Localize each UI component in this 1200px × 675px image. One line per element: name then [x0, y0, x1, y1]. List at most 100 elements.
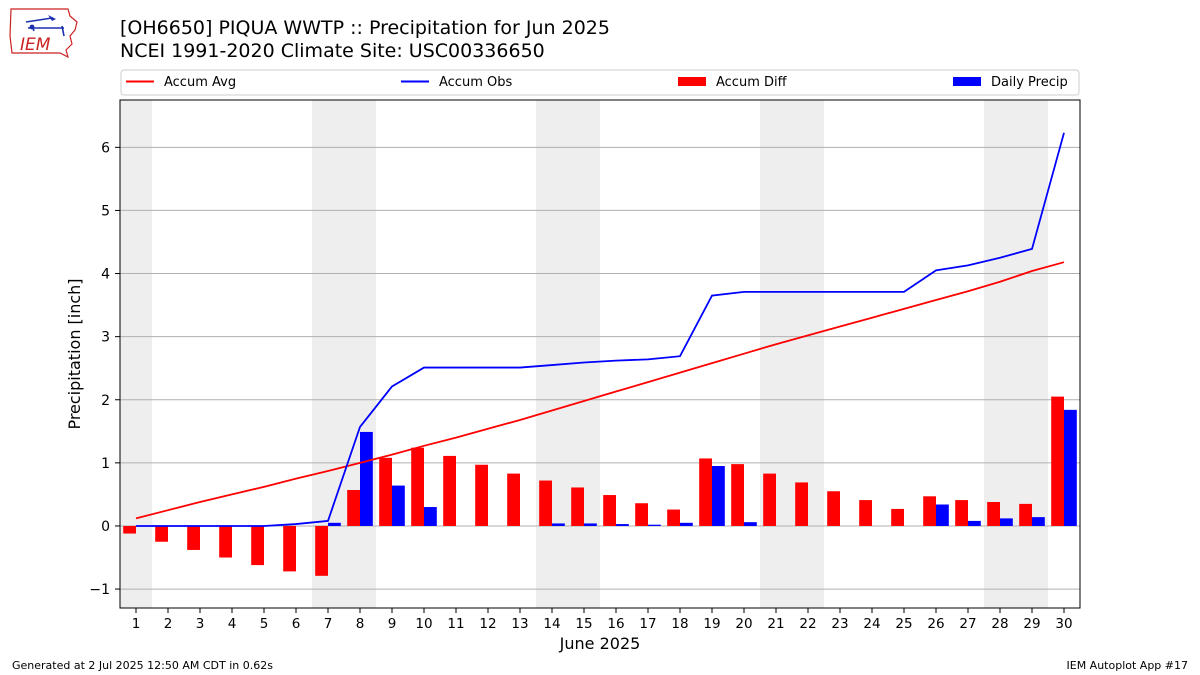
accum-diff-bar	[987, 501, 1000, 526]
weekend-shade	[760, 100, 792, 608]
legend-item: Accum Diff	[678, 75, 788, 90]
iem-logo: IEM	[9, 8, 78, 58]
accum-diff-bar	[859, 500, 872, 526]
x-axis-label: June 2025	[559, 634, 641, 653]
accum-diff-bar	[603, 495, 616, 526]
weekend-shade	[792, 100, 824, 608]
x-tick-label: 24	[863, 616, 880, 632]
x-tick-label: 5	[260, 616, 269, 632]
x-tick-label: 18	[671, 616, 688, 632]
weekend-shade	[984, 100, 1016, 608]
plot-frame	[119, 99, 1081, 609]
weekend-shade	[1016, 100, 1048, 608]
y-tick-label: 1	[101, 456, 110, 472]
y-axis-label: Precipitation [inch]	[65, 278, 84, 429]
accum-diff-bar	[443, 455, 456, 526]
x-tick-label: 17	[639, 616, 656, 632]
accum-avg-line	[135, 261, 1065, 520]
y-tick-label: 3	[101, 330, 110, 346]
legend-label: Accum Diff	[716, 75, 788, 90]
x-tick-label: 11	[447, 616, 464, 632]
accum-diff-bar	[1051, 396, 1064, 526]
chart-subtitle: NCEI 1991-2020 Climate Site: USC00336650	[120, 40, 545, 62]
daily-precip-bar	[552, 523, 565, 526]
x-tick-label: 28	[991, 616, 1008, 632]
x-tick-label: 27	[959, 616, 976, 632]
legend-item: Accum Obs	[401, 75, 512, 90]
accum-diff-bar	[731, 464, 744, 526]
x-tick-label: 10	[415, 616, 432, 632]
accum-diff-bar	[923, 496, 936, 526]
accum-diff-bar	[763, 473, 776, 526]
accum-diff-bar	[283, 525, 296, 572]
accum-diff-bar	[667, 509, 680, 526]
accum-diff-bar	[1019, 503, 1032, 526]
x-tick-label: 2	[164, 616, 173, 632]
x-tick-label: 3	[196, 616, 205, 632]
x-tick-label: 12	[479, 616, 496, 632]
accum-diff-bar	[123, 525, 136, 534]
y-tick-label: 2	[101, 393, 110, 409]
daily-precip-bar	[392, 485, 405, 526]
legend-box	[120, 69, 1080, 96]
daily-precip-bar	[648, 524, 661, 526]
x-tick-label: 15	[575, 616, 592, 632]
legend-item: Daily Precip	[953, 75, 1068, 90]
accum-diff-bar	[187, 525, 200, 550]
legend-label: Daily Precip	[991, 75, 1068, 90]
legend-swatch-bar	[953, 77, 981, 86]
x-tick-label: 1	[132, 616, 141, 632]
accum-diff-bar	[635, 503, 648, 526]
daily-precip-bar	[1064, 409, 1077, 526]
accum-obs-line	[136, 132, 1065, 527]
accum-diff-bar	[795, 482, 808, 526]
daily-precip-bar	[1000, 518, 1013, 526]
accum-diff-bar	[891, 508, 904, 526]
x-tick-label: 14	[543, 616, 560, 632]
x-tick-label: 8	[356, 616, 365, 632]
x-tick-label: 6	[292, 616, 301, 632]
logo-text: IEM	[20, 35, 51, 55]
legend-swatch-bar	[678, 77, 706, 86]
x-tick-label: 23	[831, 616, 848, 632]
accum-diff-bar	[507, 473, 520, 526]
legend-item: Accum Avg	[126, 75, 236, 90]
app-note: IEM Autoplot App #17	[1066, 659, 1189, 672]
x-tick-label: 29	[1023, 616, 1040, 632]
x-tick-label: 30	[1055, 616, 1072, 632]
x-tick-label: 20	[735, 616, 752, 632]
weekend-shade	[120, 100, 152, 608]
x-tick-label: 25	[895, 616, 912, 632]
y-tick-label: −1	[89, 582, 110, 598]
daily-precip-bar	[424, 507, 437, 526]
accum-diff-bar	[347, 489, 360, 526]
accum-diff-bar	[539, 480, 552, 526]
accum-diff-bar	[475, 464, 488, 526]
accum-diff-bar	[699, 458, 712, 526]
y-tick-label: 6	[101, 140, 110, 156]
legend-label: Accum Obs	[439, 75, 512, 90]
daily-precip-bar	[744, 522, 757, 526]
daily-precip-bar	[1032, 517, 1045, 526]
daily-precip-bar	[584, 523, 597, 526]
x-tick-label: 9	[388, 616, 397, 632]
accum-diff-bar	[955, 500, 968, 526]
x-tick-label: 26	[927, 616, 944, 632]
accum-diff-bar	[411, 447, 424, 526]
daily-precip-bar	[360, 431, 373, 526]
accum-diff-bar	[219, 525, 232, 558]
weekend-shade	[536, 100, 568, 608]
daily-precip-bar	[968, 520, 981, 526]
weekend-shade	[568, 100, 600, 608]
x-tick-label: 22	[799, 616, 816, 632]
daily-precip-bar	[936, 504, 949, 526]
daily-precip-bar	[680, 522, 693, 526]
daily-precip-bar	[328, 522, 341, 526]
chart-title: [OH6650] PIQUA WWTP :: Precipitation for…	[120, 17, 610, 39]
x-tick-label: 16	[607, 616, 624, 632]
x-tick-label: 13	[511, 616, 528, 632]
accum-diff-bar	[251, 525, 264, 566]
accum-diff-bar	[315, 525, 328, 576]
accum-diff-bar	[155, 525, 168, 542]
